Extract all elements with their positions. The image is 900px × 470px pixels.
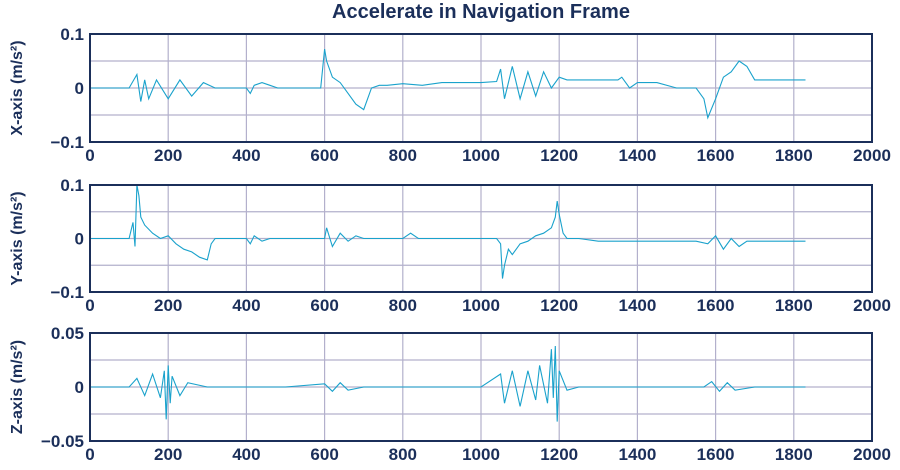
z-axis-ytick-label: 0 xyxy=(75,378,84,397)
y-axis-xtick-label: 0 xyxy=(85,296,94,315)
y-axis-ylabel: Y-axis (m/s²) xyxy=(9,191,26,285)
x-axis-xtick-label: 600 xyxy=(310,146,338,165)
z-axis-xtick-label: 0 xyxy=(85,445,94,464)
y-axis-xtick-label: 1200 xyxy=(540,296,578,315)
x-axis-series-line xyxy=(90,49,806,120)
z-axis-xtick-label: 1400 xyxy=(618,445,656,464)
y-axis-xtick-label: 1400 xyxy=(618,296,656,315)
y-axis-xtick-label: 2000 xyxy=(853,296,891,315)
z-axis-xtick-label: 600 xyxy=(310,445,338,464)
x-axis-xtick-label: 1800 xyxy=(775,146,813,165)
z-axis-ytick-label: −0.05 xyxy=(41,432,84,451)
z-axis-ytick-label: 0.05 xyxy=(51,324,84,343)
x-axis-xtick-label: 1600 xyxy=(697,146,735,165)
x-axis-frame xyxy=(89,33,873,143)
chart-title: Accelerate in Navigation Frame xyxy=(332,1,630,23)
x-axis-xtick-label: 200 xyxy=(154,146,182,165)
z-axis-xtick-label: 800 xyxy=(389,445,417,464)
y-axis-series-line xyxy=(90,184,806,279)
x-axis-ytick-label: 0 xyxy=(75,79,84,98)
y-axis-frame xyxy=(89,184,873,293)
z-axis-xtick-label: 1600 xyxy=(697,445,735,464)
z-axis-ylabel: Z-axis (m/s²) xyxy=(9,340,26,434)
z-axis-xtick-label: 2000 xyxy=(853,445,891,464)
x-axis-xtick-label: 400 xyxy=(232,146,260,165)
x-axis-xtick-label: 800 xyxy=(389,146,417,165)
z-axis-xtick-label: 1800 xyxy=(775,445,813,464)
z-axis-xtick-label: 200 xyxy=(154,445,182,464)
y-axis-xtick-label: 600 xyxy=(310,296,338,315)
y-axis-xtick-label: 800 xyxy=(389,296,417,315)
x-axis-xtick-label: 1000 xyxy=(462,146,500,165)
x-axis-ytick-label: 0.1 xyxy=(60,25,84,44)
x-axis-xtick-label: 1200 xyxy=(540,146,578,165)
y-axis-ytick-label: 0 xyxy=(75,230,84,249)
y-axis-xtick-label: 1600 xyxy=(697,296,735,315)
z-axis-xtick-label: 1000 xyxy=(462,445,500,464)
z-axis-xtick-label: 400 xyxy=(232,445,260,464)
z-axis-xtick-label: 1200 xyxy=(540,445,578,464)
x-axis-ylabel: X-axis (m/s²) xyxy=(9,40,26,135)
y-axis-xtick-label: 1800 xyxy=(775,296,813,315)
x-axis-ytick-label: −0.1 xyxy=(50,133,84,152)
y-axis-xtick-label: 400 xyxy=(232,296,260,315)
y-axis-ytick-label: −0.1 xyxy=(50,283,84,302)
y-axis-xtick-label: 1000 xyxy=(462,296,500,315)
z-axis-frame xyxy=(89,332,873,442)
panel-y-axis: 0 200 400 600 800 1000 1200 1400 1600 1800 2000 −0.… xyxy=(9,176,891,315)
x-axis-xtick-label: 0 xyxy=(85,146,94,165)
x-axis-xtick-label: 1400 xyxy=(618,146,656,165)
panel-z-axis: 0 200 400 600 800 1000 1200 1400 1600 1800 2000 −0.… xyxy=(9,324,891,464)
z-axis-series-line xyxy=(90,345,806,422)
panel-x-axis: 0 200 400 600 800 1000 1200 1400 1600 1800 2000 −0.… xyxy=(9,25,891,165)
y-axis-ytick-label: 0.1 xyxy=(60,176,84,195)
x-axis-xtick-label: 2000 xyxy=(853,146,891,165)
y-axis-xtick-label: 200 xyxy=(154,296,182,315)
